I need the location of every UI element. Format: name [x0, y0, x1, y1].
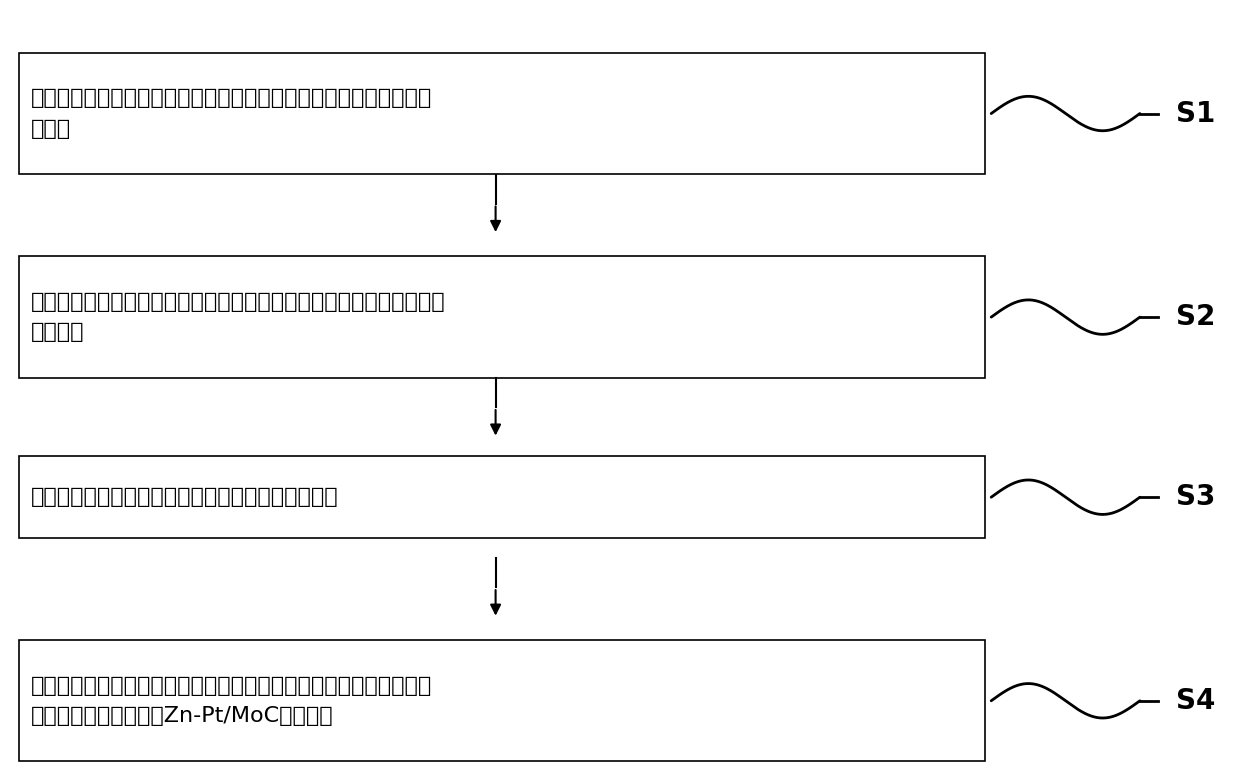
FancyBboxPatch shape — [19, 52, 985, 174]
Text: 将铂金属化合物、钼金属化合物和介孔氧化锌分散于水中，获得混合
溶液；: 将铂金属化合物、钼金属化合物和介孔氧化锌分散于水中，获得混合 溶液； — [31, 88, 432, 139]
Text: S1: S1 — [1176, 99, 1215, 128]
Text: 加热搅拌所述混合溶液，以蒸发除水，再进行真空干燥、焙烧，获得固
体产物；: 加热搅拌所述混合溶液，以蒸发除水，再进行真空干燥、焙烧，获得固 体产物； — [31, 292, 446, 342]
Text: 将所述固体产物依次进行研磨、压片以及颗粒筛选；: 将所述固体产物依次进行研磨、压片以及颗粒筛选； — [31, 487, 338, 507]
Text: S3: S3 — [1176, 483, 1215, 511]
FancyBboxPatch shape — [19, 257, 985, 378]
Text: 将进行所述颗粒筛选后的固体产物先进行还原，再进行渗碳碳化工艺
，以获得甲醇重整制氢Zn-Pt/MoC催化剂。: 将进行所述颗粒筛选后的固体产物先进行还原，再进行渗碳碳化工艺 ，以获得甲醇重整制… — [31, 676, 432, 726]
Text: S4: S4 — [1176, 687, 1215, 715]
Text: S2: S2 — [1176, 303, 1215, 331]
FancyBboxPatch shape — [19, 456, 985, 539]
FancyBboxPatch shape — [19, 640, 985, 761]
